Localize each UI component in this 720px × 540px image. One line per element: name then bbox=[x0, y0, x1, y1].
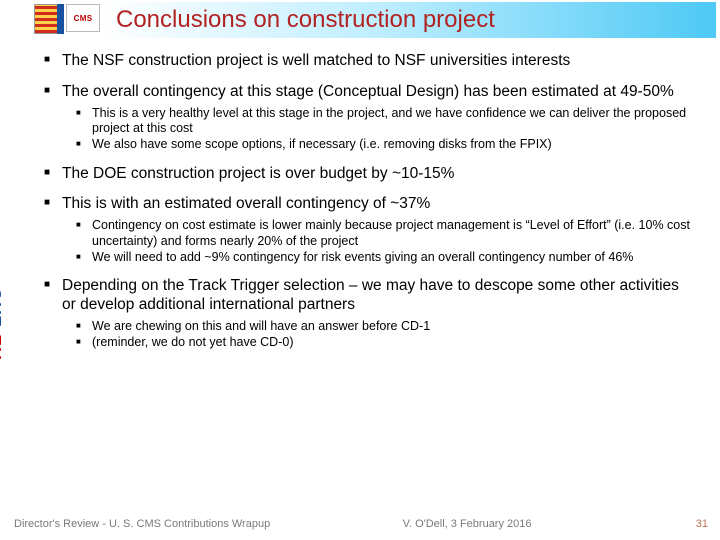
sub-bullet-text: Contingency on cost estimate is lower ma… bbox=[92, 218, 690, 247]
side-band: HL-LHC bbox=[0, 0, 34, 540]
bullet-text: The DOE construction project is over bud… bbox=[62, 165, 454, 182]
bullet-text: Depending on the Track Trigger selection… bbox=[62, 277, 679, 313]
cms-logo-label: CMS bbox=[74, 14, 93, 23]
sub-bullet-text: We will need to add ~9% contingency for … bbox=[92, 250, 633, 264]
sub-bullet-item: We will need to add ~9% contingency for … bbox=[76, 250, 694, 265]
slide-title: Conclusions on construction project bbox=[116, 6, 495, 34]
bullet-item: This is with an estimated overall contin… bbox=[44, 195, 694, 265]
sub-bullet-text: We also have some scope options, if nece… bbox=[92, 137, 552, 151]
slide-content: The NSF construction project is well mat… bbox=[44, 52, 694, 504]
sub-bullet-item: (reminder, we do not yet have CD-0) bbox=[76, 335, 694, 350]
bullet-text: The NSF construction project is well mat… bbox=[62, 52, 570, 69]
hl-lhc-logo-text: HL-LHC bbox=[0, 287, 6, 360]
footer-page-number: 31 bbox=[696, 518, 708, 530]
bullet-item: The NSF construction project is well mat… bbox=[44, 52, 694, 71]
us-flag-stripes-icon bbox=[34, 4, 64, 34]
lhc-text: LHC bbox=[0, 287, 5, 327]
footer: Director's Review - U. S. CMS Contributi… bbox=[14, 514, 708, 534]
bullet-item: Depending on the Track Trigger selection… bbox=[44, 277, 694, 350]
footer-left: Director's Review - U. S. CMS Contributi… bbox=[14, 518, 270, 530]
sub-bullet-text: This is a very healthy level at this sta… bbox=[92, 106, 686, 135]
cms-logo: CMS bbox=[66, 4, 100, 32]
sub-bullet-item: We are chewing on this and will have an … bbox=[76, 319, 694, 334]
bullet-text: The overall contingency at this stage (C… bbox=[62, 83, 674, 100]
sub-bullet-text: We are chewing on this and will have an … bbox=[92, 319, 430, 333]
footer-center: V. O'Dell, 3 February 2016 bbox=[403, 518, 532, 530]
bullet-text: This is with an estimated overall contin… bbox=[62, 195, 430, 212]
bullet-item: The DOE construction project is over bud… bbox=[44, 165, 694, 184]
sub-bullet-item: Contingency on cost estimate is lower ma… bbox=[76, 218, 694, 249]
bullet-item: The overall contingency at this stage (C… bbox=[44, 83, 694, 153]
sub-bullet-item: This is a very healthy level at this sta… bbox=[76, 106, 694, 137]
hl-text: HL- bbox=[0, 327, 5, 360]
title-bar: Conclusions on construction project bbox=[100, 2, 716, 38]
sub-bullet-item: We also have some scope options, if nece… bbox=[76, 137, 694, 152]
sub-bullet-text: (reminder, we do not yet have CD-0) bbox=[92, 335, 293, 349]
